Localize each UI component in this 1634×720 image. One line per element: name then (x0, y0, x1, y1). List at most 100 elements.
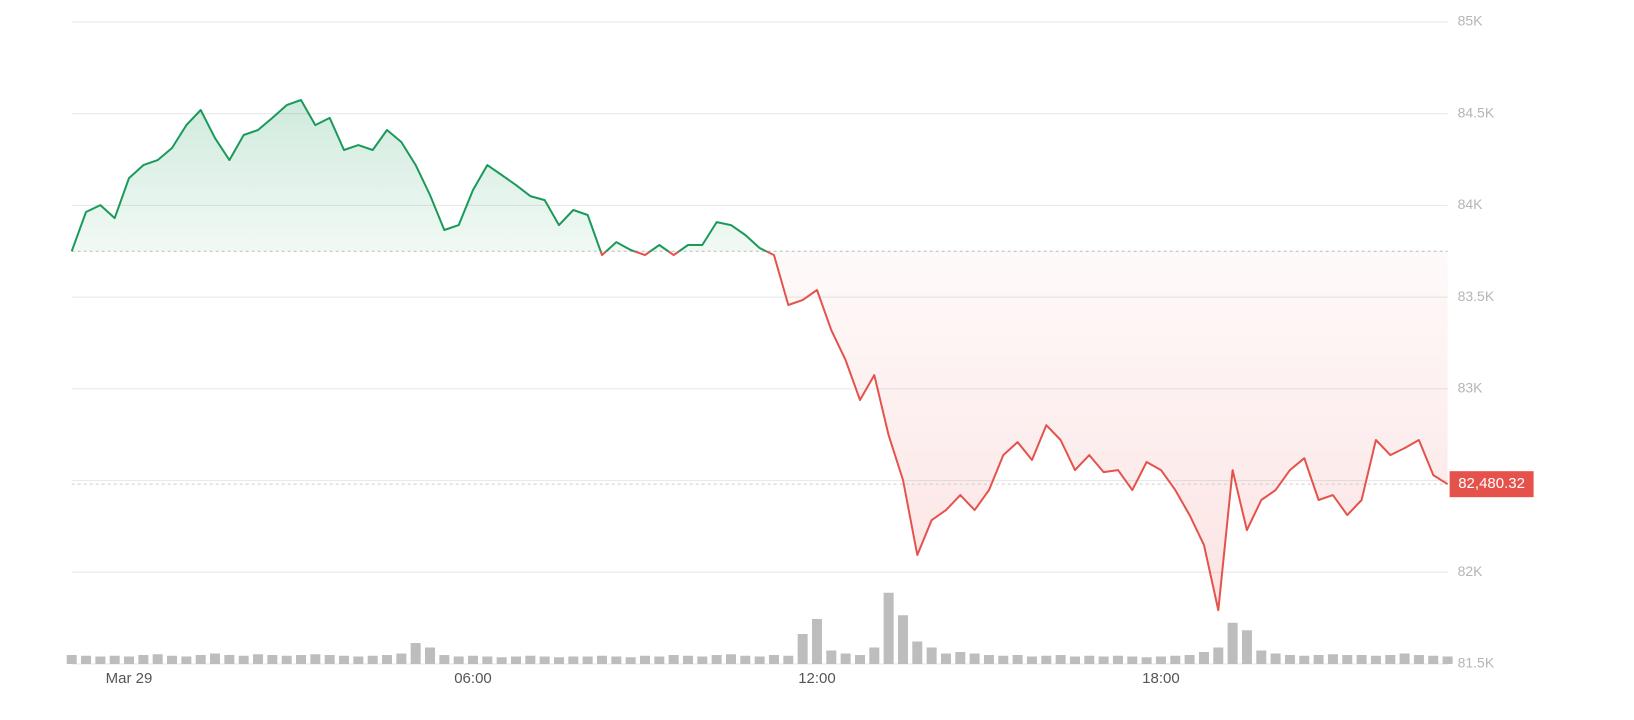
x-tick-label: Mar 29 (106, 670, 153, 687)
volume-bar (1428, 655, 1439, 664)
volume-bar (1155, 656, 1166, 664)
volume-bar (582, 656, 593, 664)
volume-bar (840, 653, 851, 664)
volume-bar (1055, 655, 1066, 664)
volume-bar (553, 657, 564, 664)
volume-bar (1356, 655, 1367, 664)
volume-bar (410, 643, 421, 664)
volume-bar (310, 654, 321, 664)
volume-bar (367, 655, 378, 664)
y-tick-label: 82K (1458, 563, 1484, 579)
volume-bar (1141, 657, 1152, 664)
volume-bar (969, 653, 980, 664)
volume-bar (1385, 655, 1396, 664)
volume-bar (1084, 655, 1095, 664)
volume-bar (983, 655, 994, 664)
volume-bar (639, 655, 650, 664)
volume-bar (1069, 656, 1080, 664)
volume-bar (124, 656, 135, 664)
volume-bar (1198, 652, 1209, 664)
volume-bar (897, 615, 908, 664)
y-tick-label: 84K (1458, 196, 1484, 212)
y-tick-label: 84.5K (1458, 104, 1495, 120)
volume-bar (682, 655, 693, 664)
volume-bar (253, 654, 264, 664)
volume-bar (854, 655, 865, 664)
volume-bar (998, 655, 1009, 664)
volume-bar (611, 656, 622, 664)
volume-bar (1184, 655, 1195, 664)
volume-bar (1299, 655, 1310, 664)
volume-bar (1270, 653, 1281, 664)
volume-bar (768, 655, 779, 664)
volume-bar (1241, 630, 1252, 664)
volume-bar (152, 654, 163, 664)
volume-bar (396, 653, 407, 664)
volume-bar (1012, 655, 1023, 664)
volume-bar (195, 655, 206, 664)
volume-bar (109, 655, 120, 664)
volume-bar (281, 655, 292, 664)
volume-bar (740, 655, 751, 664)
x-tick-label: 12:00 (798, 670, 836, 687)
volume-bar (511, 656, 522, 664)
volume-bar (539, 656, 550, 664)
volume-bar (138, 655, 149, 664)
volume-bar (296, 655, 307, 664)
x-tick-label: 06:00 (454, 670, 492, 687)
volume-bar (912, 641, 923, 664)
volume-bar (1227, 622, 1238, 664)
volume-bar (1342, 655, 1353, 664)
volume-bar (496, 657, 507, 664)
volume-bar (596, 655, 607, 664)
volume-bar (883, 592, 894, 664)
volume-bar (1256, 650, 1267, 664)
price-line (70, 99, 1449, 612)
volume-bar (1127, 656, 1138, 664)
volume-bar (869, 647, 880, 664)
volume-bar (181, 656, 192, 664)
volume-bar (468, 655, 479, 664)
volume-bar (1112, 655, 1123, 664)
y-tick-label: 83.5K (1458, 288, 1495, 304)
y-tick-label: 81.5K (1458, 655, 1495, 671)
volume-bar (95, 656, 106, 664)
volume-bar (1442, 656, 1453, 664)
volume-bar (783, 655, 794, 664)
volume-bar (439, 655, 450, 664)
price-badge (1449, 471, 1534, 498)
volume-bar (353, 656, 364, 664)
volume-bar (568, 656, 579, 664)
price-area (71, 100, 1448, 611)
volume-bar (1370, 655, 1381, 664)
y-tick-label: 85K (1458, 13, 1484, 29)
volume-bar (826, 650, 837, 664)
volume-bar (167, 655, 178, 664)
volume-bar (324, 655, 335, 664)
volume-bar (1213, 647, 1224, 664)
volume-bar (66, 655, 77, 664)
volume-bar (754, 656, 765, 664)
volume-bar (238, 655, 249, 664)
volume-bar (382, 655, 393, 664)
x-tick-label: 18:00 (1142, 670, 1180, 687)
volume-bar (1098, 656, 1109, 664)
volume-bar (654, 656, 665, 664)
volume-bar (482, 656, 493, 664)
volume-bar (81, 655, 92, 664)
volume-bar (339, 655, 350, 664)
volume-bar (811, 619, 822, 664)
volume-bar (1284, 655, 1295, 664)
volume-bar (224, 655, 235, 664)
volume-bar (1327, 654, 1338, 664)
volume-bar (668, 655, 679, 664)
volume-bar (1041, 655, 1052, 664)
volume-bar (797, 634, 808, 664)
volume-bar (926, 647, 937, 664)
volume-bar (210, 653, 221, 664)
volume-bar (940, 653, 951, 664)
volume-bar (453, 656, 464, 664)
volume-bar (1026, 656, 1037, 664)
price-badge-label: 82,480.32 (1458, 475, 1525, 492)
